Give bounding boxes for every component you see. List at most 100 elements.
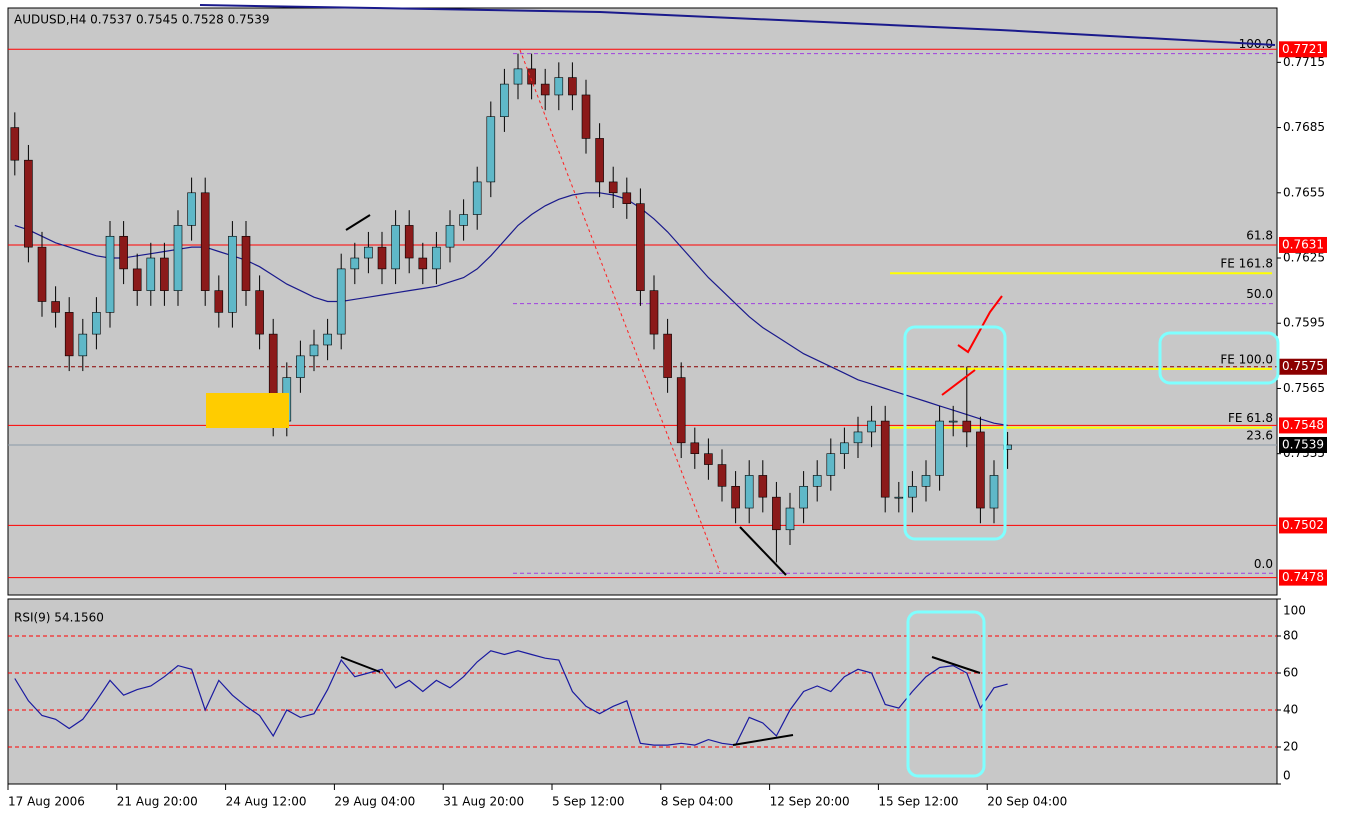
candle-body <box>622 192 632 204</box>
candle-body <box>336 268 346 335</box>
candle-body <box>132 268 142 291</box>
y-tick-label: 80 <box>1283 629 1298 643</box>
candle-body <box>608 181 618 194</box>
candle-body <box>24 159 33 248</box>
candle-body <box>214 290 224 313</box>
candle-body <box>894 496 904 499</box>
candle-body <box>364 246 373 259</box>
candle-body <box>391 225 400 270</box>
candle-body <box>500 83 509 118</box>
trend-line <box>739 526 787 576</box>
x-tick-label: 20 Sep 04:00 <box>987 795 1067 809</box>
y-tick-label: 0.7715 <box>1283 55 1325 69</box>
price-tag <box>1279 569 1327 586</box>
price-tag <box>1279 517 1327 534</box>
check-mark <box>957 295 1003 354</box>
highlight-zone <box>206 393 289 428</box>
candle-body <box>731 485 740 509</box>
candle-body <box>581 94 591 139</box>
trend-line <box>931 656 981 674</box>
candle-body <box>840 442 849 454</box>
candle-body <box>568 77 577 96</box>
candle-body <box>636 203 645 291</box>
y-tick-label: 0.7565 <box>1283 381 1325 395</box>
candle-body <box>962 420 972 433</box>
y-tick-label: 20 <box>1283 740 1298 754</box>
candle-body <box>255 290 264 335</box>
candle-body <box>921 475 931 487</box>
fib-label: 61.8 <box>1246 228 1273 242</box>
price-tag <box>1279 358 1327 375</box>
candle-body <box>717 464 727 487</box>
fib-label: 23.6 <box>1246 428 1273 442</box>
candle-body <box>241 235 251 291</box>
candle-body <box>595 138 604 183</box>
price-tag <box>1279 436 1327 453</box>
candle-body <box>676 377 686 444</box>
y-tick-label: 60 <box>1283 666 1298 680</box>
candle-body <box>758 475 768 498</box>
rsi-line <box>14 650 1008 746</box>
candle-body <box>663 333 672 378</box>
fib-label: 0.0 <box>1254 557 1273 571</box>
candle-body <box>51 301 60 313</box>
candle-body <box>908 485 917 498</box>
candle-body <box>309 344 319 357</box>
candle-body <box>37 246 47 302</box>
long-ma-line <box>199 4 1276 46</box>
trend-line <box>732 734 794 746</box>
x-tick-label: 31 Aug 20:00 <box>443 795 524 809</box>
candle-body <box>554 77 564 96</box>
fe-label: FE 61.8 <box>1228 411 1273 425</box>
rsi-panel <box>7 598 1278 785</box>
y-tick-label: 0 <box>1283 769 1291 783</box>
x-tick-label: 12 Sep 20:00 <box>770 795 850 809</box>
price-tag-label: 0.7539 <box>1282 437 1324 451</box>
candle-body <box>989 475 999 509</box>
candle-body <box>296 355 305 378</box>
rsi-title: RSI(9) 54.1560 <box>14 611 104 625</box>
candle-body <box>948 420 958 423</box>
candle-body <box>404 225 414 259</box>
price-tag <box>1279 41 1327 58</box>
price-tag <box>1279 236 1327 253</box>
candle-body <box>812 475 822 487</box>
candle-body <box>540 83 550 96</box>
x-tick-label: 24 Aug 12:00 <box>226 795 307 809</box>
candle-body <box>64 312 74 357</box>
trend-line <box>340 656 381 673</box>
candle-body <box>228 235 237 313</box>
candle-body <box>418 257 428 270</box>
main-panel <box>7 7 1278 596</box>
candle-body <box>704 453 713 465</box>
candle-body <box>459 214 468 226</box>
price-tag-label: 0.7548 <box>1282 418 1324 432</box>
y-tick-label: 0.7625 <box>1283 251 1325 265</box>
y-tick-label: 0.7655 <box>1283 185 1325 199</box>
check-mark <box>941 369 976 396</box>
y-tick-label: 0.7685 <box>1283 120 1325 134</box>
candle-body <box>377 246 387 270</box>
candle-body <box>935 420 944 476</box>
candle-body <box>799 485 808 509</box>
candle-body <box>200 192 210 291</box>
candle-body <box>880 420 890 498</box>
candle-body <box>649 290 659 335</box>
x-tick-label: 15 Sep 12:00 <box>878 795 958 809</box>
candle-body <box>486 116 496 183</box>
candle-body <box>78 333 88 357</box>
highlight-box <box>906 610 986 778</box>
candle-body <box>119 235 128 270</box>
price-tag-label: 0.7478 <box>1282 570 1324 584</box>
candle-body <box>976 431 985 509</box>
highlight-box <box>903 325 1007 541</box>
plot-layer: 0.7715 0.7685 0.7655 0.7625 0.7595 0.7565 0.75… <box>7 37 1327 809</box>
candle-body <box>92 312 101 335</box>
candle-body <box>445 225 455 248</box>
x-tick-label: 5 Sep 12:00 <box>552 795 624 809</box>
fe-label: FE 161.8 <box>1220 257 1273 271</box>
candle-body <box>105 235 115 313</box>
y-tick-label: 100 <box>1283 604 1306 618</box>
y-tick-label: 40 <box>1283 703 1298 717</box>
